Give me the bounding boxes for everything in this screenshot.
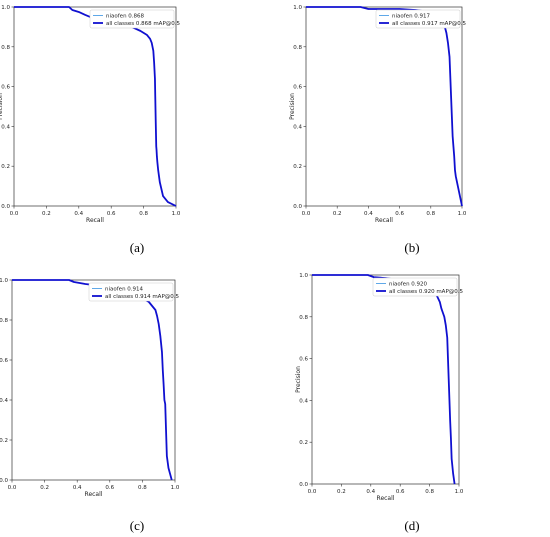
y-tick-label: 0.8 bbox=[293, 45, 302, 51]
legend-box bbox=[88, 282, 174, 302]
y-axis-label: Precision bbox=[0, 93, 4, 120]
y-tick-label: 0.0 bbox=[0, 478, 8, 484]
x-tick-label: 0.6 bbox=[396, 489, 405, 495]
y-tick-label: 0.6 bbox=[299, 357, 308, 363]
y-tick-label: 0.8 bbox=[1, 45, 10, 51]
y-tick-label: 0.2 bbox=[1, 164, 10, 170]
x-tick-label: 0.4 bbox=[73, 485, 82, 491]
axes-frame bbox=[311, 274, 460, 485]
series-line-class bbox=[312, 274, 456, 485]
x-tick-label: 0.8 bbox=[426, 211, 435, 217]
legend-label: niaofen 0.920 bbox=[389, 282, 428, 288]
y-tick-label: 0.4 bbox=[299, 398, 308, 404]
x-tick-label: 0.8 bbox=[139, 211, 148, 217]
series-line-all-classes bbox=[306, 6, 463, 207]
x-tick-label: 0.8 bbox=[138, 485, 147, 491]
x-tick-label: 1.0 bbox=[171, 485, 180, 491]
y-tick-label: 0.0 bbox=[293, 204, 302, 210]
panel-caption: (c) bbox=[130, 518, 144, 533]
pr-curve-svg: 0.0 0.2 0.4 0.6 0.8 1.0 0.0 0.2 0.4 0.6 0.8 1.0 Reca… bbox=[0, 5, 181, 255]
x-tick-label: 1.0 bbox=[172, 211, 181, 217]
x-tick-label: 0.0 bbox=[10, 211, 19, 217]
legend-label: all classes 0.868 mAP@0.5 bbox=[106, 21, 181, 27]
y-tick-label: 0.8 bbox=[0, 318, 8, 324]
y-tick-label: 0.2 bbox=[293, 164, 302, 170]
y-tick-label: 0.4 bbox=[1, 124, 10, 130]
x-axis-label: Recall bbox=[377, 495, 395, 502]
x-tick-label: 0.2 bbox=[337, 489, 346, 495]
legend-label: all classes 0.920 mAP@0.5 bbox=[389, 289, 464, 295]
y-axis-label: Precision bbox=[295, 366, 302, 393]
series-line-all-classes bbox=[12, 279, 173, 481]
x-tick-label: 0.2 bbox=[42, 211, 51, 217]
series-line-all-classes bbox=[312, 274, 456, 485]
x-tick-label: 0.8 bbox=[425, 489, 434, 495]
legend-label: all classes 0.914 mAP@0.5 bbox=[105, 294, 180, 300]
y-tick-label: 1.0 bbox=[299, 273, 308, 279]
axes-frame bbox=[305, 6, 463, 207]
y-tick-label: 0.0 bbox=[1, 204, 10, 210]
y-tick-label: 0.4 bbox=[293, 124, 302, 130]
pr-curve-svg: 0.0 0.2 0.4 0.6 0.8 1.0 0.0 0.2 0.4 0.6 0.8 1.0 Reca… bbox=[295, 273, 464, 533]
panel-caption: (a) bbox=[130, 240, 144, 255]
y-tick-label: 1.0 bbox=[0, 278, 8, 284]
y-tick-label: 0.4 bbox=[0, 398, 8, 404]
series-line-class bbox=[306, 6, 463, 207]
x-axis-label: Recall bbox=[86, 217, 104, 224]
x-tick-label: 0.2 bbox=[40, 485, 49, 491]
legend-label: all classes 0.917 mAP@0.5 bbox=[392, 21, 467, 27]
chart-panel-1: 0.0 0.2 0.4 0.6 0.8 1.0 0.0 0.2 0.4 0.6 0.8 1.0 Reca… bbox=[0, 0, 275, 268]
x-tick-label: 0.6 bbox=[395, 211, 404, 217]
x-tick-label: 0.0 bbox=[8, 485, 17, 491]
y-tick-label: 0.0 bbox=[299, 482, 308, 488]
legend-label: niaofen 0.914 bbox=[105, 287, 144, 293]
x-tick-label: 0.0 bbox=[308, 489, 317, 495]
axes-frame bbox=[11, 279, 176, 481]
pr-curve-svg: 0.0 0.2 0.4 0.6 0.8 1.0 0.0 0.2 0.4 0.6 0.8 1.0 Reca… bbox=[289, 5, 467, 255]
legend-box bbox=[372, 277, 458, 297]
chart-panel-3: 0.0 0.2 0.4 0.6 0.8 1.0 0.0 0.2 0.4 0.6 0.8 1.0 Reca… bbox=[0, 268, 275, 536]
y-axis-label: Precision bbox=[0, 366, 2, 393]
y-tick-label: 1.0 bbox=[293, 5, 302, 11]
x-axis-label: Recall bbox=[375, 217, 393, 224]
chart-panel-2: 0.0 0.2 0.4 0.6 0.8 1.0 0.0 0.2 0.4 0.6 0.8 1.0 Reca… bbox=[275, 0, 550, 268]
series-line-class bbox=[12, 279, 173, 481]
x-tick-label: 1.0 bbox=[455, 489, 464, 495]
panel-caption: (d) bbox=[404, 518, 419, 533]
y-tick-label: 0.2 bbox=[0, 438, 8, 444]
chart-panel-4: 0.0 0.2 0.4 0.6 0.8 1.0 0.0 0.2 0.4 0.6 0.8 1.0 Reca… bbox=[275, 268, 550, 536]
x-tick-label: 1.0 bbox=[458, 211, 467, 217]
legend-box bbox=[89, 9, 175, 29]
y-axis-label: Precision bbox=[289, 93, 296, 120]
series-line-all-classes bbox=[14, 6, 177, 207]
x-tick-label: 0.6 bbox=[105, 485, 114, 491]
x-tick-label: 0.4 bbox=[366, 489, 375, 495]
y-tick-label: 0.6 bbox=[1, 85, 10, 91]
series-line-class bbox=[14, 6, 177, 207]
x-tick-label: 0.4 bbox=[364, 211, 373, 217]
x-tick-label: 0.2 bbox=[333, 211, 342, 217]
y-tick-label: 0.2 bbox=[299, 440, 308, 446]
y-tick-label: 0.8 bbox=[299, 315, 308, 321]
y-tick-label: 1.0 bbox=[1, 5, 10, 11]
pr-curve-svg: 0.0 0.2 0.4 0.6 0.8 1.0 0.0 0.2 0.4 0.6 0.8 1.0 Reca… bbox=[0, 278, 180, 533]
panel-caption: (b) bbox=[404, 240, 419, 255]
axes-frame bbox=[13, 6, 177, 207]
y-tick-label: 0.6 bbox=[0, 358, 8, 364]
legend-label: niaofen 0.868 bbox=[106, 14, 145, 20]
x-tick-label: 0.4 bbox=[74, 211, 83, 217]
legend-label: niaofen 0.917 bbox=[392, 14, 431, 20]
y-tick-label: 0.6 bbox=[293, 85, 302, 91]
x-tick-label: 0.6 bbox=[107, 211, 116, 217]
x-tick-label: 0.0 bbox=[302, 211, 311, 217]
legend-box bbox=[375, 9, 461, 29]
x-axis-label: Recall bbox=[85, 491, 103, 498]
